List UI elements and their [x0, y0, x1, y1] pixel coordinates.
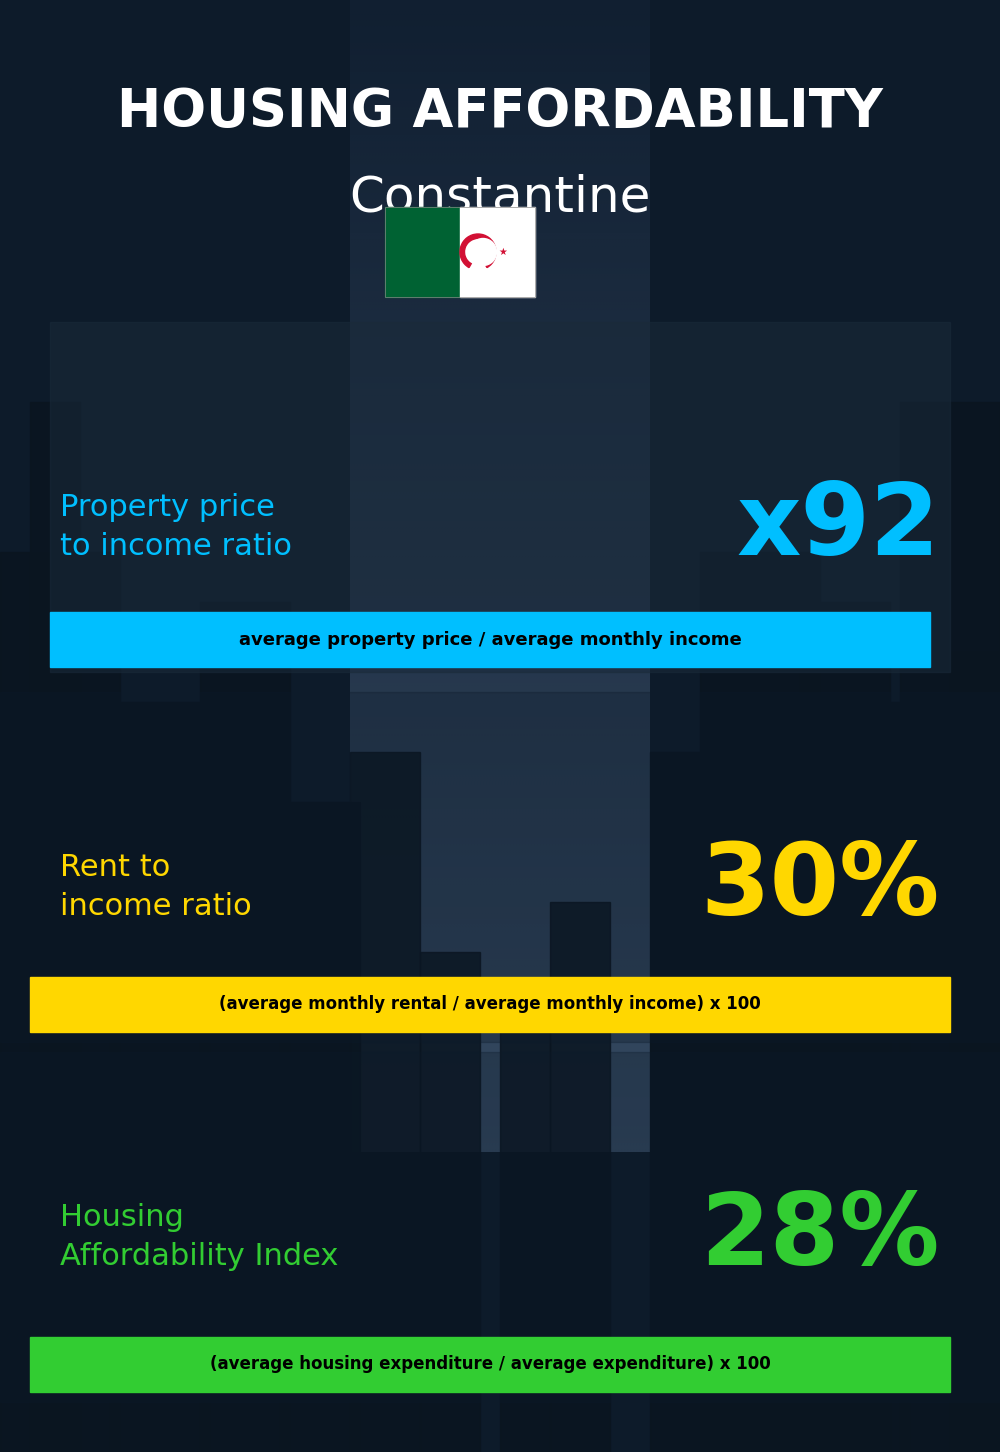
- Bar: [550, 902, 610, 1452]
- Text: Housing
Affordability Index: Housing Affordability Index: [60, 1204, 338, 1270]
- Text: HOUSING AFFORDABILITY: HOUSING AFFORDABILITY: [117, 86, 883, 138]
- Bar: [700, 552, 820, 1452]
- Text: x92: x92: [736, 479, 940, 575]
- Bar: [0, 552, 120, 1452]
- Bar: [950, 652, 1000, 1452]
- Text: average property price / average monthly income: average property price / average monthly…: [239, 632, 741, 649]
- Bar: [720, 802, 800, 1452]
- Bar: [0, 693, 1000, 1043]
- Bar: [500, 1002, 550, 1452]
- Bar: [30, 1337, 950, 1392]
- Wedge shape: [460, 234, 496, 267]
- Bar: [30, 402, 80, 1452]
- Bar: [650, 752, 720, 1452]
- Bar: [460, 208, 535, 298]
- Bar: [810, 701, 910, 1452]
- Bar: [200, 603, 290, 1452]
- Bar: [50, 611, 930, 666]
- Bar: [50, 322, 950, 672]
- Bar: [30, 977, 950, 1032]
- Circle shape: [470, 238, 496, 266]
- Bar: [800, 603, 890, 1452]
- Bar: [385, 208, 460, 298]
- Text: ★: ★: [499, 247, 507, 257]
- Text: Property price
to income ratio: Property price to income ratio: [60, 494, 292, 560]
- Bar: [110, 701, 210, 1452]
- Text: Rent to
income ratio: Rent to income ratio: [60, 854, 252, 921]
- Text: 28%: 28%: [701, 1189, 940, 1285]
- Text: Constantine: Constantine: [349, 173, 651, 221]
- Bar: [0, 1053, 1000, 1403]
- Bar: [420, 953, 480, 1452]
- Text: (average housing expenditure / average expenditure) x 100: (average housing expenditure / average e…: [210, 1355, 770, 1374]
- Bar: [350, 752, 420, 1452]
- Bar: [280, 802, 360, 1452]
- Text: (average monthly rental / average monthly income) x 100: (average monthly rental / average monthl…: [219, 995, 761, 1013]
- Bar: [900, 402, 1000, 1452]
- Text: 30%: 30%: [701, 838, 940, 935]
- Bar: [385, 208, 535, 298]
